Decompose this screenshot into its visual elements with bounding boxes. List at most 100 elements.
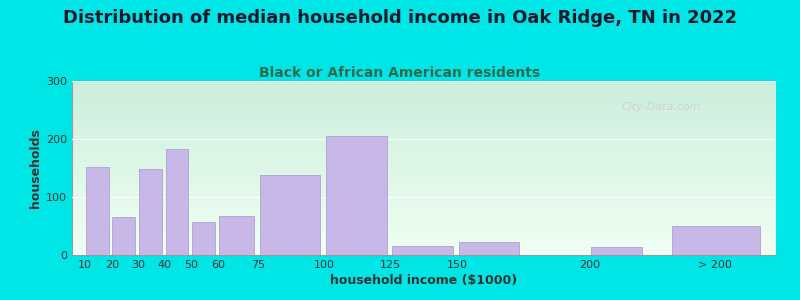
Bar bbox=[72, 97, 776, 98]
Bar bbox=[72, 156, 776, 158]
Bar bbox=[72, 203, 776, 205]
Bar bbox=[72, 175, 776, 177]
Bar bbox=[72, 90, 776, 92]
Bar bbox=[72, 232, 776, 234]
Bar bbox=[259, 175, 320, 255]
Bar bbox=[72, 149, 776, 151]
Text: Distribution of median household income in Oak Ridge, TN in 2022: Distribution of median household income … bbox=[63, 9, 737, 27]
Bar bbox=[72, 248, 776, 250]
Bar bbox=[72, 227, 776, 229]
Bar bbox=[72, 140, 776, 142]
Bar bbox=[72, 213, 776, 215]
Bar bbox=[72, 215, 776, 217]
Text: City-Data.com: City-Data.com bbox=[621, 102, 701, 112]
Y-axis label: households: households bbox=[29, 128, 42, 208]
Bar bbox=[72, 123, 776, 124]
Bar bbox=[72, 103, 776, 105]
Bar bbox=[72, 146, 776, 147]
Bar bbox=[72, 210, 776, 212]
Bar bbox=[72, 238, 776, 239]
X-axis label: household income ($1000): household income ($1000) bbox=[330, 274, 518, 287]
Bar bbox=[166, 149, 188, 255]
Bar bbox=[72, 208, 776, 210]
Bar bbox=[72, 212, 776, 213]
Bar bbox=[72, 185, 776, 187]
Bar bbox=[72, 135, 776, 137]
Bar bbox=[72, 158, 776, 159]
Bar bbox=[72, 112, 776, 114]
Bar bbox=[326, 136, 386, 255]
Bar bbox=[72, 177, 776, 178]
Bar bbox=[72, 172, 776, 173]
Bar bbox=[72, 88, 776, 90]
Bar bbox=[72, 121, 776, 123]
Bar bbox=[72, 131, 776, 133]
Bar bbox=[72, 224, 776, 225]
Bar bbox=[72, 189, 776, 190]
Bar bbox=[86, 167, 109, 255]
Bar bbox=[72, 130, 776, 131]
Bar bbox=[72, 124, 776, 126]
Bar bbox=[72, 187, 776, 189]
Bar bbox=[72, 170, 776, 172]
Bar bbox=[72, 251, 776, 253]
Bar bbox=[72, 93, 776, 95]
Bar bbox=[392, 246, 453, 255]
Bar bbox=[72, 137, 776, 138]
Bar bbox=[72, 166, 776, 168]
Bar bbox=[72, 218, 776, 220]
Bar bbox=[72, 114, 776, 116]
Bar bbox=[72, 102, 776, 104]
Bar bbox=[72, 81, 776, 83]
Bar bbox=[72, 220, 776, 222]
Bar bbox=[72, 144, 776, 146]
Bar bbox=[72, 159, 776, 161]
Bar bbox=[72, 105, 776, 107]
Bar bbox=[72, 163, 776, 164]
Bar bbox=[591, 248, 642, 255]
Text: Black or African American residents: Black or African American residents bbox=[259, 66, 541, 80]
Bar bbox=[72, 206, 776, 208]
Bar bbox=[72, 161, 776, 163]
Bar bbox=[72, 231, 776, 233]
Bar bbox=[72, 239, 776, 241]
Bar bbox=[72, 243, 776, 244]
Bar bbox=[459, 242, 519, 255]
Bar bbox=[72, 128, 776, 130]
Bar bbox=[72, 154, 776, 156]
Bar bbox=[72, 100, 776, 102]
Bar bbox=[219, 216, 254, 255]
Bar bbox=[72, 86, 776, 88]
Bar bbox=[72, 98, 776, 100]
Bar bbox=[72, 246, 776, 248]
Bar bbox=[72, 199, 776, 201]
Bar bbox=[72, 111, 776, 112]
Bar bbox=[72, 92, 776, 93]
Bar bbox=[72, 147, 776, 149]
Bar bbox=[192, 222, 215, 255]
Bar bbox=[72, 225, 776, 227]
Bar bbox=[72, 138, 776, 140]
Bar bbox=[72, 118, 776, 119]
Bar bbox=[72, 250, 776, 251]
Bar bbox=[72, 222, 776, 224]
Bar bbox=[72, 116, 776, 118]
Bar bbox=[72, 201, 776, 203]
Bar bbox=[72, 236, 776, 238]
Bar bbox=[72, 95, 776, 97]
Bar bbox=[139, 169, 162, 255]
Bar bbox=[72, 168, 776, 170]
Bar bbox=[72, 198, 776, 199]
Bar bbox=[72, 85, 776, 86]
Bar bbox=[72, 180, 776, 182]
Bar bbox=[72, 173, 776, 175]
Bar bbox=[72, 152, 776, 154]
Bar bbox=[72, 234, 776, 236]
Bar bbox=[72, 205, 776, 206]
Bar bbox=[72, 182, 776, 184]
Bar bbox=[72, 164, 776, 166]
Bar bbox=[72, 107, 776, 109]
Bar bbox=[72, 142, 776, 144]
Bar bbox=[72, 229, 776, 231]
Bar bbox=[113, 217, 135, 255]
